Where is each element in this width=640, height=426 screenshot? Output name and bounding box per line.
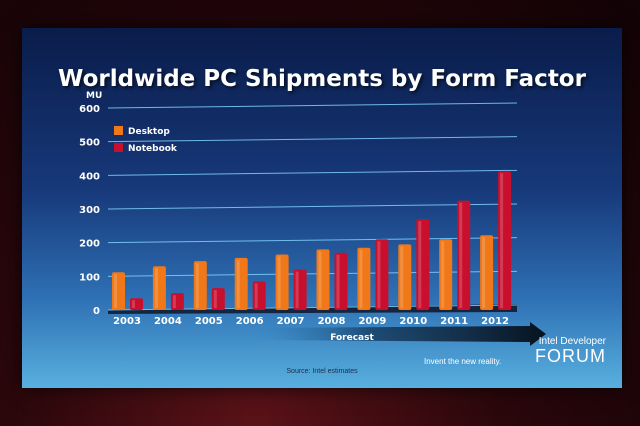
desktop-bar: [152, 266, 166, 310]
x-tick-label: 2008: [318, 316, 346, 327]
y-tick-label: 100: [79, 272, 100, 283]
gridline: [107, 237, 518, 244]
notebook-bar-highlight: [500, 173, 504, 308]
notebook-bar: [130, 298, 143, 310]
gridline: [107, 102, 518, 109]
desktop-bar: [439, 239, 453, 310]
y-tick-label: 600: [79, 104, 100, 115]
y-tick-label: 500: [79, 138, 100, 149]
gridline: [107, 270, 518, 277]
desktop-bar-highlight: [277, 256, 281, 308]
logo-text-top: Intel Developer: [538, 336, 606, 347]
x-tick-label: 2003: [113, 316, 141, 327]
idf-logo: Intel Developer FORUM: [535, 336, 606, 366]
desktop-bar-highlight: [482, 237, 486, 308]
notebook-bar-highlight: [377, 241, 381, 308]
gridline: [107, 136, 518, 143]
x-tick-label: 2012: [481, 316, 509, 327]
legend-swatch-desktop: [114, 126, 123, 135]
source-note: Source: Intel estimates: [286, 368, 358, 375]
desktop-bar: [357, 247, 371, 310]
notebook-bar: [457, 200, 471, 310]
desktop-bar-highlight: [154, 268, 158, 308]
y-axis-label: MU: [86, 91, 102, 101]
desktop-bar: [480, 235, 494, 310]
notebook-bar: [170, 293, 184, 310]
y-tick-label: 300: [79, 205, 100, 216]
x-tick-label: 2007: [277, 316, 305, 327]
notebook-bar-highlight: [172, 295, 176, 308]
notebook-bar-highlight: [213, 290, 217, 308]
logo-text-main: FORUM: [535, 346, 606, 366]
notebook-bar: [211, 288, 225, 310]
gridline: [107, 169, 518, 176]
x-tick-label: 2005: [195, 316, 223, 327]
x-tick-label: 2011: [440, 316, 468, 327]
gridline: [107, 203, 518, 210]
desktop-bar-highlight: [236, 259, 240, 308]
notebook-bar-highlight: [418, 221, 422, 308]
chart-title: Worldwide PC Shipments by Form Factor: [58, 66, 586, 92]
desktop-bar-highlight: [114, 274, 117, 308]
desktop-bar: [193, 261, 207, 310]
desktop-bar-highlight: [359, 249, 363, 308]
notebook-bar: [416, 219, 430, 310]
desktop-bar: [275, 254, 289, 310]
x-tick-label: 2009: [358, 316, 386, 327]
desktop-bar-highlight: [195, 263, 199, 308]
forecast-label: Forecast: [330, 333, 374, 343]
forecast-arrow: [252, 322, 546, 346]
x-tick-label: 2006: [236, 316, 264, 327]
notebook-bar: [498, 171, 512, 310]
desktop-bar: [316, 249, 330, 310]
y-tick-label: 200: [79, 239, 100, 250]
notebook-bar: [293, 269, 307, 310]
legend-swatch-notebook: [114, 143, 123, 152]
desktop-bar-highlight: [318, 251, 322, 308]
notebook-bar-highlight: [336, 254, 340, 308]
notebook-bar: [334, 252, 348, 310]
notebook-bar: [375, 239, 389, 310]
notebook-bar-highlight: [254, 283, 258, 308]
y-tick-label: 0: [93, 306, 100, 317]
desktop-bar-highlight: [400, 246, 404, 308]
notebook-bar: [252, 281, 266, 310]
x-tick-label: 2004: [154, 316, 182, 327]
desktop-bar: [398, 244, 412, 310]
legend-label-notebook: Notebook: [128, 144, 178, 154]
legend-label-desktop: Desktop: [128, 127, 170, 137]
notebook-bar-highlight: [459, 202, 463, 308]
desktop-bar: [112, 272, 125, 310]
projection-screen: Worldwide PC Shipments by Form Factor 0 1…: [22, 28, 622, 388]
y-tick-label: 400: [79, 171, 100, 182]
notebook-bar-highlight: [295, 271, 299, 308]
x-tick-label: 2010: [399, 316, 427, 327]
desktop-bar: [234, 257, 248, 310]
notebook-bar-highlight: [132, 300, 135, 308]
desktop-bar-highlight: [441, 241, 445, 308]
bar-chart: 0 100 200 300 400 500 600 MU 2003 2004 2005 2006 200…: [79, 91, 546, 346]
tagline: Invent the new reality.: [424, 357, 502, 366]
